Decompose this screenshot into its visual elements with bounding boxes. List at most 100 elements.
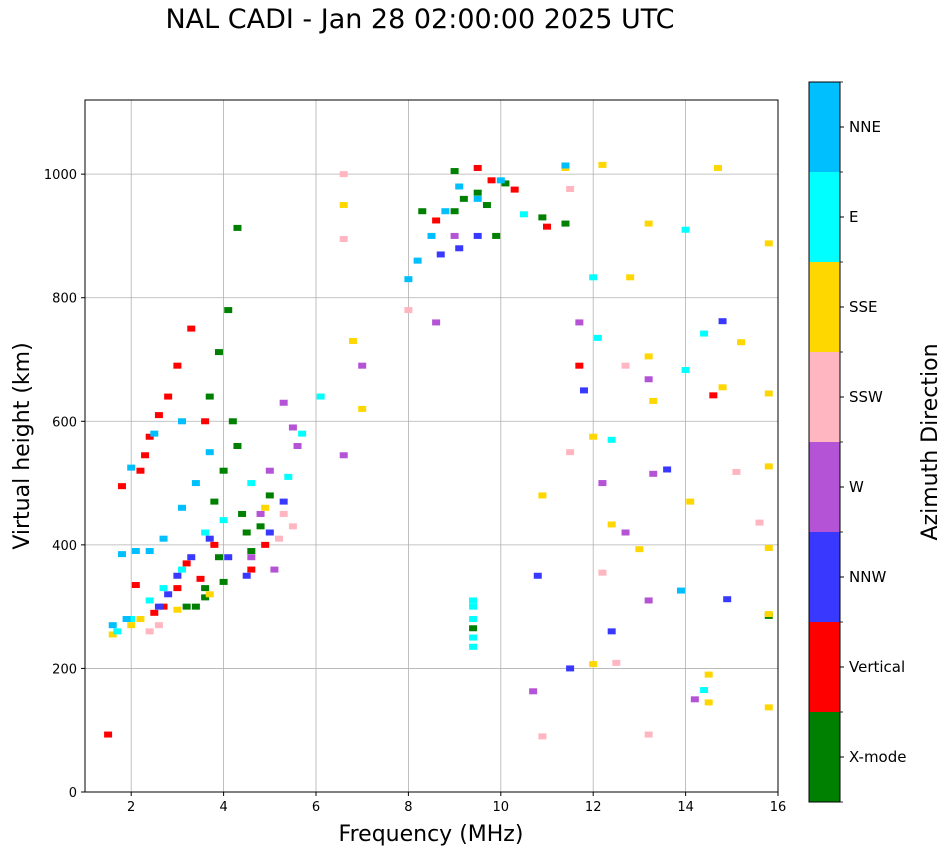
data-point: [469, 625, 478, 632]
series-nnw: [154, 232, 732, 672]
data-point: [764, 544, 773, 551]
data-point: [201, 585, 210, 592]
plot-frame: [84, 99, 779, 793]
data-point: [612, 659, 621, 666]
chart-title: NAL CADI - Jan 28 02:00:00 2025 UTC: [165, 4, 675, 35]
data-point: [764, 463, 773, 470]
data-point: [191, 603, 200, 610]
data-point: [690, 696, 699, 703]
data-point: [233, 443, 242, 449]
data-point: [127, 622, 136, 629]
data-point: [154, 412, 163, 419]
colorbar-swatch: [809, 82, 840, 172]
data-point: [700, 330, 709, 337]
data-point: [242, 529, 251, 536]
data-point: [238, 510, 247, 517]
x-tick-label: 2: [127, 800, 135, 815]
series-x-mode: [182, 168, 773, 632]
colorbar-label-item: NNE: [849, 118, 881, 136]
data-point: [279, 498, 288, 505]
data-point: [764, 611, 773, 618]
y-axis-ticks: 0 200 400 600 800 1000: [44, 168, 85, 801]
data-point: [210, 541, 219, 548]
data-point: [663, 466, 672, 473]
data-point: [205, 393, 214, 400]
data-point: [469, 634, 478, 641]
colorbar-label-item: Vertical: [849, 658, 905, 676]
data-point: [187, 325, 196, 332]
data-point: [108, 622, 117, 629]
data-point: [607, 521, 616, 528]
data-point: [469, 603, 478, 610]
data-point: [187, 554, 196, 561]
data-point: [358, 405, 367, 412]
data-point: [196, 575, 205, 582]
data-point: [201, 418, 210, 425]
data-point: [339, 171, 348, 178]
data-point: [436, 251, 445, 258]
data-point: [265, 492, 274, 499]
data-point: [579, 387, 588, 394]
colorbar: X-mode Vertical NNW W SSW SSE E NNE: [808, 81, 906, 803]
x-tick-label: 12: [585, 800, 602, 815]
data-point: [418, 208, 427, 215]
data-point: [270, 566, 279, 573]
data-point: [247, 548, 256, 555]
series-sse: [108, 161, 773, 711]
data-point: [510, 186, 519, 193]
data-point: [644, 731, 653, 738]
data-point: [501, 180, 510, 187]
data-point: [182, 603, 191, 610]
data-point: [201, 529, 210, 536]
data-point: [288, 523, 297, 530]
data-point: [131, 582, 140, 589]
data-point: [178, 418, 187, 425]
series-vertical: [104, 164, 718, 738]
data-point: [145, 628, 154, 635]
colorbar-label-item: SSW: [849, 388, 883, 406]
data-point: [455, 245, 464, 252]
data-point: [649, 470, 658, 477]
data-point: [201, 594, 210, 601]
data-point: [704, 699, 713, 706]
data-point: [205, 591, 214, 598]
data-point: [681, 367, 690, 374]
data-point: [566, 665, 575, 672]
data-point: [700, 687, 709, 694]
data-point: [561, 162, 570, 169]
data-point: [737, 339, 746, 346]
data-point: [709, 392, 718, 399]
data-point: [159, 585, 168, 592]
colorbar-label-item: NNW: [849, 568, 886, 586]
colorbar-swatch: [809, 712, 840, 802]
data-point: [224, 554, 233, 561]
data-point: [492, 232, 501, 239]
data-point: [348, 337, 357, 344]
y-tick-label: 600: [52, 415, 77, 430]
data-point: [764, 240, 773, 247]
data-point: [131, 548, 140, 555]
data-point: [455, 183, 464, 190]
data-point: [626, 274, 635, 281]
data-point: [224, 307, 233, 314]
data-point: [117, 551, 126, 558]
y-tick-label: 0: [69, 786, 77, 801]
data-point: [718, 318, 727, 325]
data-point: [145, 548, 154, 555]
colorbar-swatch: [809, 352, 840, 442]
x-tick-label: 10: [493, 800, 510, 815]
data-point: [593, 334, 602, 341]
colorbar-swatch: [809, 442, 840, 532]
data-point: [519, 211, 528, 218]
data-point: [159, 603, 168, 610]
data-point: [473, 195, 482, 202]
data-point: [427, 232, 436, 239]
data-point: [293, 443, 302, 449]
data-point: [404, 276, 413, 283]
data-point: [154, 603, 163, 610]
data-point: [441, 208, 450, 215]
data-point: [713, 164, 722, 171]
data-point: [127, 464, 136, 471]
colorbar-label-item: X-mode: [849, 748, 906, 766]
